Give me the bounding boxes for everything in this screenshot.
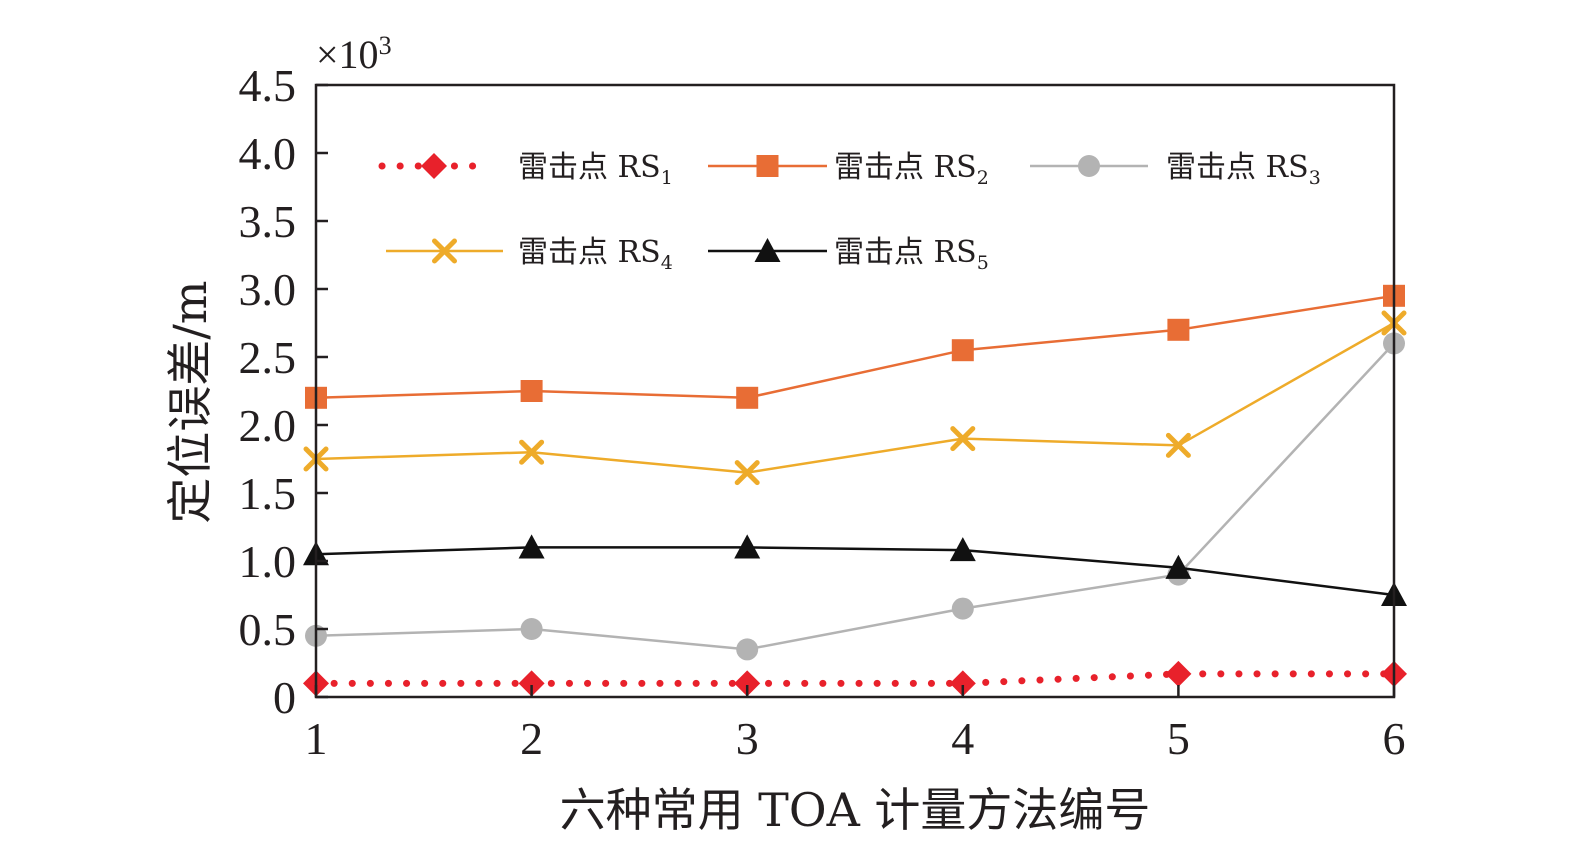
plot-frame: [314, 83, 1396, 699]
y-tick-label: 2.5: [239, 332, 297, 383]
data-point: [520, 380, 543, 402]
legend-label-text: 雷击点 RS: [834, 150, 977, 185]
x-axis-title: 六种常用 TOA 计量方法编号: [560, 783, 1151, 837]
y-axis-multiplier: ×103: [316, 31, 392, 77]
legend-label-text: 雷击点 RS: [834, 235, 977, 270]
series-line: [315, 294, 1395, 400]
legend-label: 雷击点 RS5: [834, 235, 989, 274]
data-point: [1165, 554, 1192, 579]
data-point: [951, 339, 974, 362]
y-tick-label: 0: [273, 672, 296, 723]
y-tick-label: 1.5: [239, 468, 297, 519]
data-point: [736, 638, 759, 661]
data-point: [1167, 318, 1190, 341]
legend-label: 雷击点 RS2: [834, 150, 989, 189]
data-point: [734, 670, 761, 697]
legend-label-subscript: 5: [977, 252, 989, 274]
data-point: [734, 460, 760, 486]
data-point: [949, 670, 976, 697]
y-tick-label: 3.0: [239, 264, 297, 315]
y-tick-label: 3.5: [239, 196, 297, 247]
y-tick-label: 0.5: [239, 604, 297, 655]
y-axis-multiplier-exponent: 3: [379, 31, 392, 60]
data-point: [949, 537, 976, 562]
series-layer: [303, 284, 1407, 697]
legend-label: 雷击点 RS4: [518, 235, 673, 274]
y-tick-label: 1.0: [239, 536, 297, 587]
x-tick-label: 4: [951, 713, 974, 764]
legend-item-5: 雷击点 RS5: [708, 235, 989, 274]
series-line: [315, 546, 1395, 597]
legend-label-text: 雷击点 RS: [518, 150, 661, 185]
y-tick-label: 2.0: [239, 400, 297, 451]
data-point: [519, 439, 545, 465]
series-5: [303, 534, 1407, 607]
legend-label: 雷击点 RS1: [518, 150, 673, 189]
y-axis-title: 定位误差/m: [163, 280, 217, 523]
y-tick-label: 4.0: [239, 128, 297, 179]
legend-item-4: 雷击点 RS4: [386, 235, 673, 274]
series-1: [303, 660, 1407, 697]
data-point: [951, 597, 974, 620]
legend-label-text: 雷击点 RS: [518, 235, 661, 270]
data-point: [1165, 432, 1191, 458]
series-4: [303, 310, 1407, 486]
data-point: [518, 670, 545, 697]
data-point: [520, 618, 543, 640]
legend-item-1: 雷击点 RS1: [378, 150, 673, 189]
data-point: [1165, 660, 1192, 687]
x-tick-label: 5: [1167, 713, 1190, 764]
data-point: [756, 155, 779, 177]
data-point: [421, 153, 447, 179]
series-3: [305, 332, 1405, 661]
data-point: [754, 238, 781, 263]
legend-label-subscript: 1: [661, 167, 673, 189]
data-point: [734, 534, 761, 559]
series-line: [315, 321, 1395, 474]
x-tick-label: 1: [305, 713, 328, 764]
series-2: [305, 284, 1405, 409]
legend-label: 雷击点 RS3: [1166, 150, 1321, 189]
series-line: [315, 342, 1395, 651]
legend-label-subscript: 2: [977, 167, 989, 189]
data-point: [950, 426, 976, 452]
legend-label-text: 雷击点 RS: [1166, 150, 1309, 185]
x-tick-label: 2: [520, 713, 543, 764]
data-point: [432, 238, 457, 264]
legend-item-3: 雷击点 RS3: [1030, 150, 1321, 189]
data-point: [518, 534, 545, 559]
y-axis-ticks: 0 0.5 1.0 1.5 2.0 2.5 3.0 3.5 4.0 4.5: [239, 60, 328, 723]
y-tick-label: 4.5: [239, 60, 297, 111]
x-axis-ticks: 1 2 3 4 5 6: [305, 685, 1406, 764]
x-tick-label: 3: [736, 713, 759, 764]
data-point: [1078, 155, 1100, 177]
legend-label-subscript: 4: [661, 252, 673, 274]
y-axis-multiplier-base: ×10: [316, 32, 379, 77]
series-line: [312, 670, 1398, 687]
data-point: [736, 386, 759, 409]
legend-item-2: 雷击点 RS2: [708, 150, 989, 189]
legend-label-subscript: 3: [1309, 167, 1321, 189]
x-tick-label: 6: [1383, 713, 1406, 764]
